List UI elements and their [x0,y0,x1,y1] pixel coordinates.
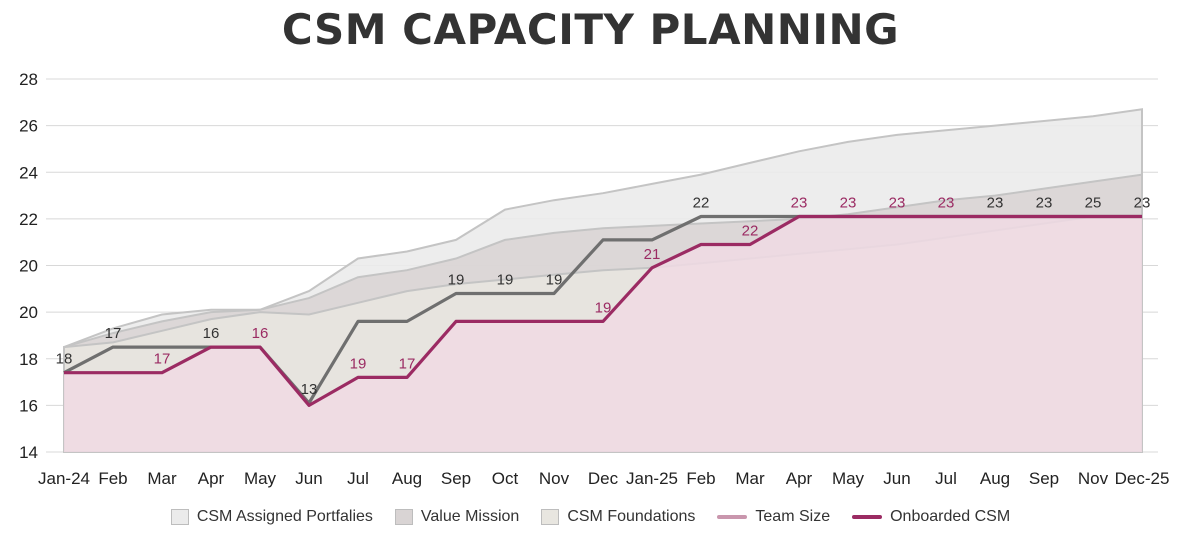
x-tick-label: Sep [1029,469,1059,488]
legend-label: CSM Foundations [567,508,696,525]
legend-label: Onboarded CSM [890,508,1011,525]
x-tick-label: Aug [980,469,1010,488]
legend-swatch [541,509,560,525]
legend-item: Value Mission [394,508,520,526]
x-tick-label: Jun [295,469,322,488]
x-tick-label: May [244,469,277,488]
team-size-data-label: 16 [203,325,220,342]
team-size-data-label: 23 [1036,195,1053,212]
team-size-data-label: 23 [987,195,1004,212]
y-tick-label: 28 [19,70,38,89]
legend-swatch [394,509,413,525]
legend-line [852,515,883,519]
x-tick-label: Dec-25 [1115,469,1170,488]
x-tick-label: Apr [786,469,813,488]
x-tick-label: Nov [539,469,570,488]
team-size-data-label: 25 [1085,195,1102,212]
onboarded-data-label: 17 [154,351,171,368]
x-tick-label: Apr [198,469,225,488]
x-tick-label: Jun [883,469,910,488]
onboarded-data-label: 22 [742,223,759,240]
x-tick-label: Mar [735,469,765,488]
legend-item: CSM Foundations [541,508,695,526]
team-size-data-label: 19 [546,271,563,288]
onboarded-data-label: 23 [889,195,906,212]
legend-item: Team Size [717,508,830,526]
x-tick-label: Oct [492,469,519,488]
legend-label: Team Size [755,508,831,525]
legend-item: Onboarded CSM [852,508,1010,526]
line-onboarded-csm [64,214,1142,407]
onboarded-data-label: 16 [252,325,269,342]
onboarded-data-label: 23 [791,195,808,212]
x-tick-label: Dec [588,469,619,488]
x-tick-label: Jan-25 [626,469,678,488]
team-size-data-label: 18 [56,351,73,368]
x-tick-label: Jul [347,469,369,488]
x-tick-label: Aug [392,469,422,488]
onboarded-data-label: 23 [938,195,955,212]
onboarded-data-label: 19 [350,355,367,372]
legend-swatch [170,509,189,525]
x-tick-label: Nov [1078,469,1109,488]
onboarded-data-label: 17 [399,355,416,372]
x-tick-label: Jul [935,469,957,488]
legend-item: CSM Assigned Portfalies [170,508,373,526]
team-size-data-label: 19 [448,271,465,288]
y-tick-label: 26 [19,117,38,136]
legend-label: Value Mission [420,508,520,525]
y-tick-label: 20 [19,303,38,322]
team-size-data-label: 13 [301,381,318,398]
y-tick-label: 24 [19,163,38,182]
x-tick-label: Mar [147,469,177,488]
x-tick-label: Jan-24 [38,469,90,488]
legend-label: CSM Assigned Portfalies [196,508,373,525]
onboarded-data-label: 23 [840,195,857,212]
y-tick-label: 16 [19,396,38,415]
x-tick-label: May [832,469,865,488]
team-size-data-label: 19 [497,271,514,288]
x-tick-label: Feb [686,469,715,488]
team-size-data-label: 23 [1134,195,1151,212]
team-size-data-label: 22 [693,195,710,212]
team-size-data-label: 17 [105,325,122,342]
chart-legend: CSM Assigned Portfalies Value Mission CSM … [0,508,1181,526]
y-tick-label: 18 [19,350,38,369]
x-tick-label: Feb [98,469,127,488]
legend-line [717,515,748,519]
onboarded-data-label: 19 [595,299,612,316]
y-tick-label: 14 [19,443,38,462]
x-tick-label: Sep [441,469,471,488]
onboarded-data-label: 21 [644,246,661,263]
y-tick-label: 22 [19,210,38,229]
y-tick-label: 20 [19,257,38,276]
chart-title: CSM CAPACITY PLANNING [281,5,900,54]
